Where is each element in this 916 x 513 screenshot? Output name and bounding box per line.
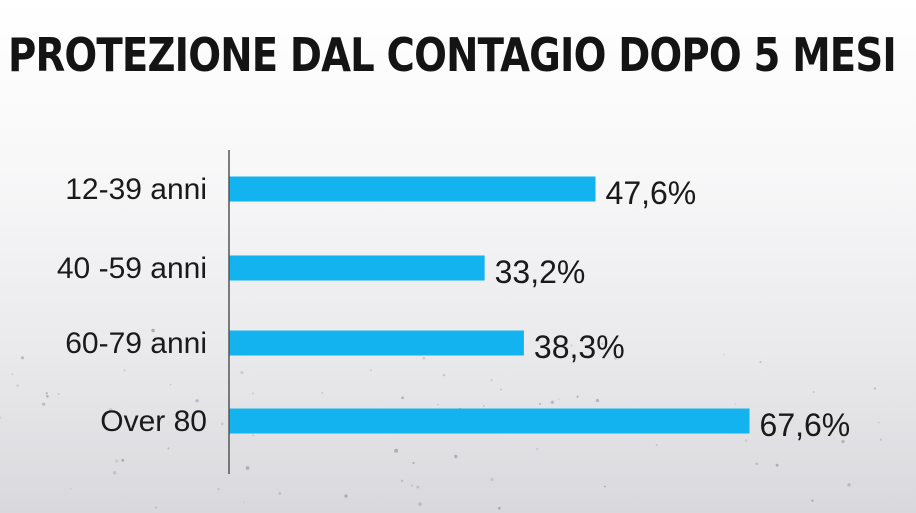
labels: 12-39 anni 47,6% 40 -59 anni 33,2% 60-79 ann… xyxy=(57,173,850,443)
value-label: 67,6% xyxy=(760,407,851,443)
value-label: 33,2% xyxy=(495,254,586,290)
bar xyxy=(229,255,485,281)
value-label: 38,3% xyxy=(534,329,625,365)
value-label: 47,6% xyxy=(606,175,697,211)
category-label: Over 80 xyxy=(100,405,207,438)
category-label: 60-79 anni xyxy=(65,327,207,360)
bars xyxy=(229,176,750,434)
bar xyxy=(229,176,596,202)
bar xyxy=(229,408,750,434)
background-speckles xyxy=(0,328,882,510)
category-label: 12-39 anni xyxy=(65,173,207,206)
bar xyxy=(229,330,524,356)
chart-title: PROTEZIONE DAL CONTAGIO DOPO 5 MESI xyxy=(8,28,897,82)
category-label: 40 -59 anni xyxy=(57,252,207,285)
